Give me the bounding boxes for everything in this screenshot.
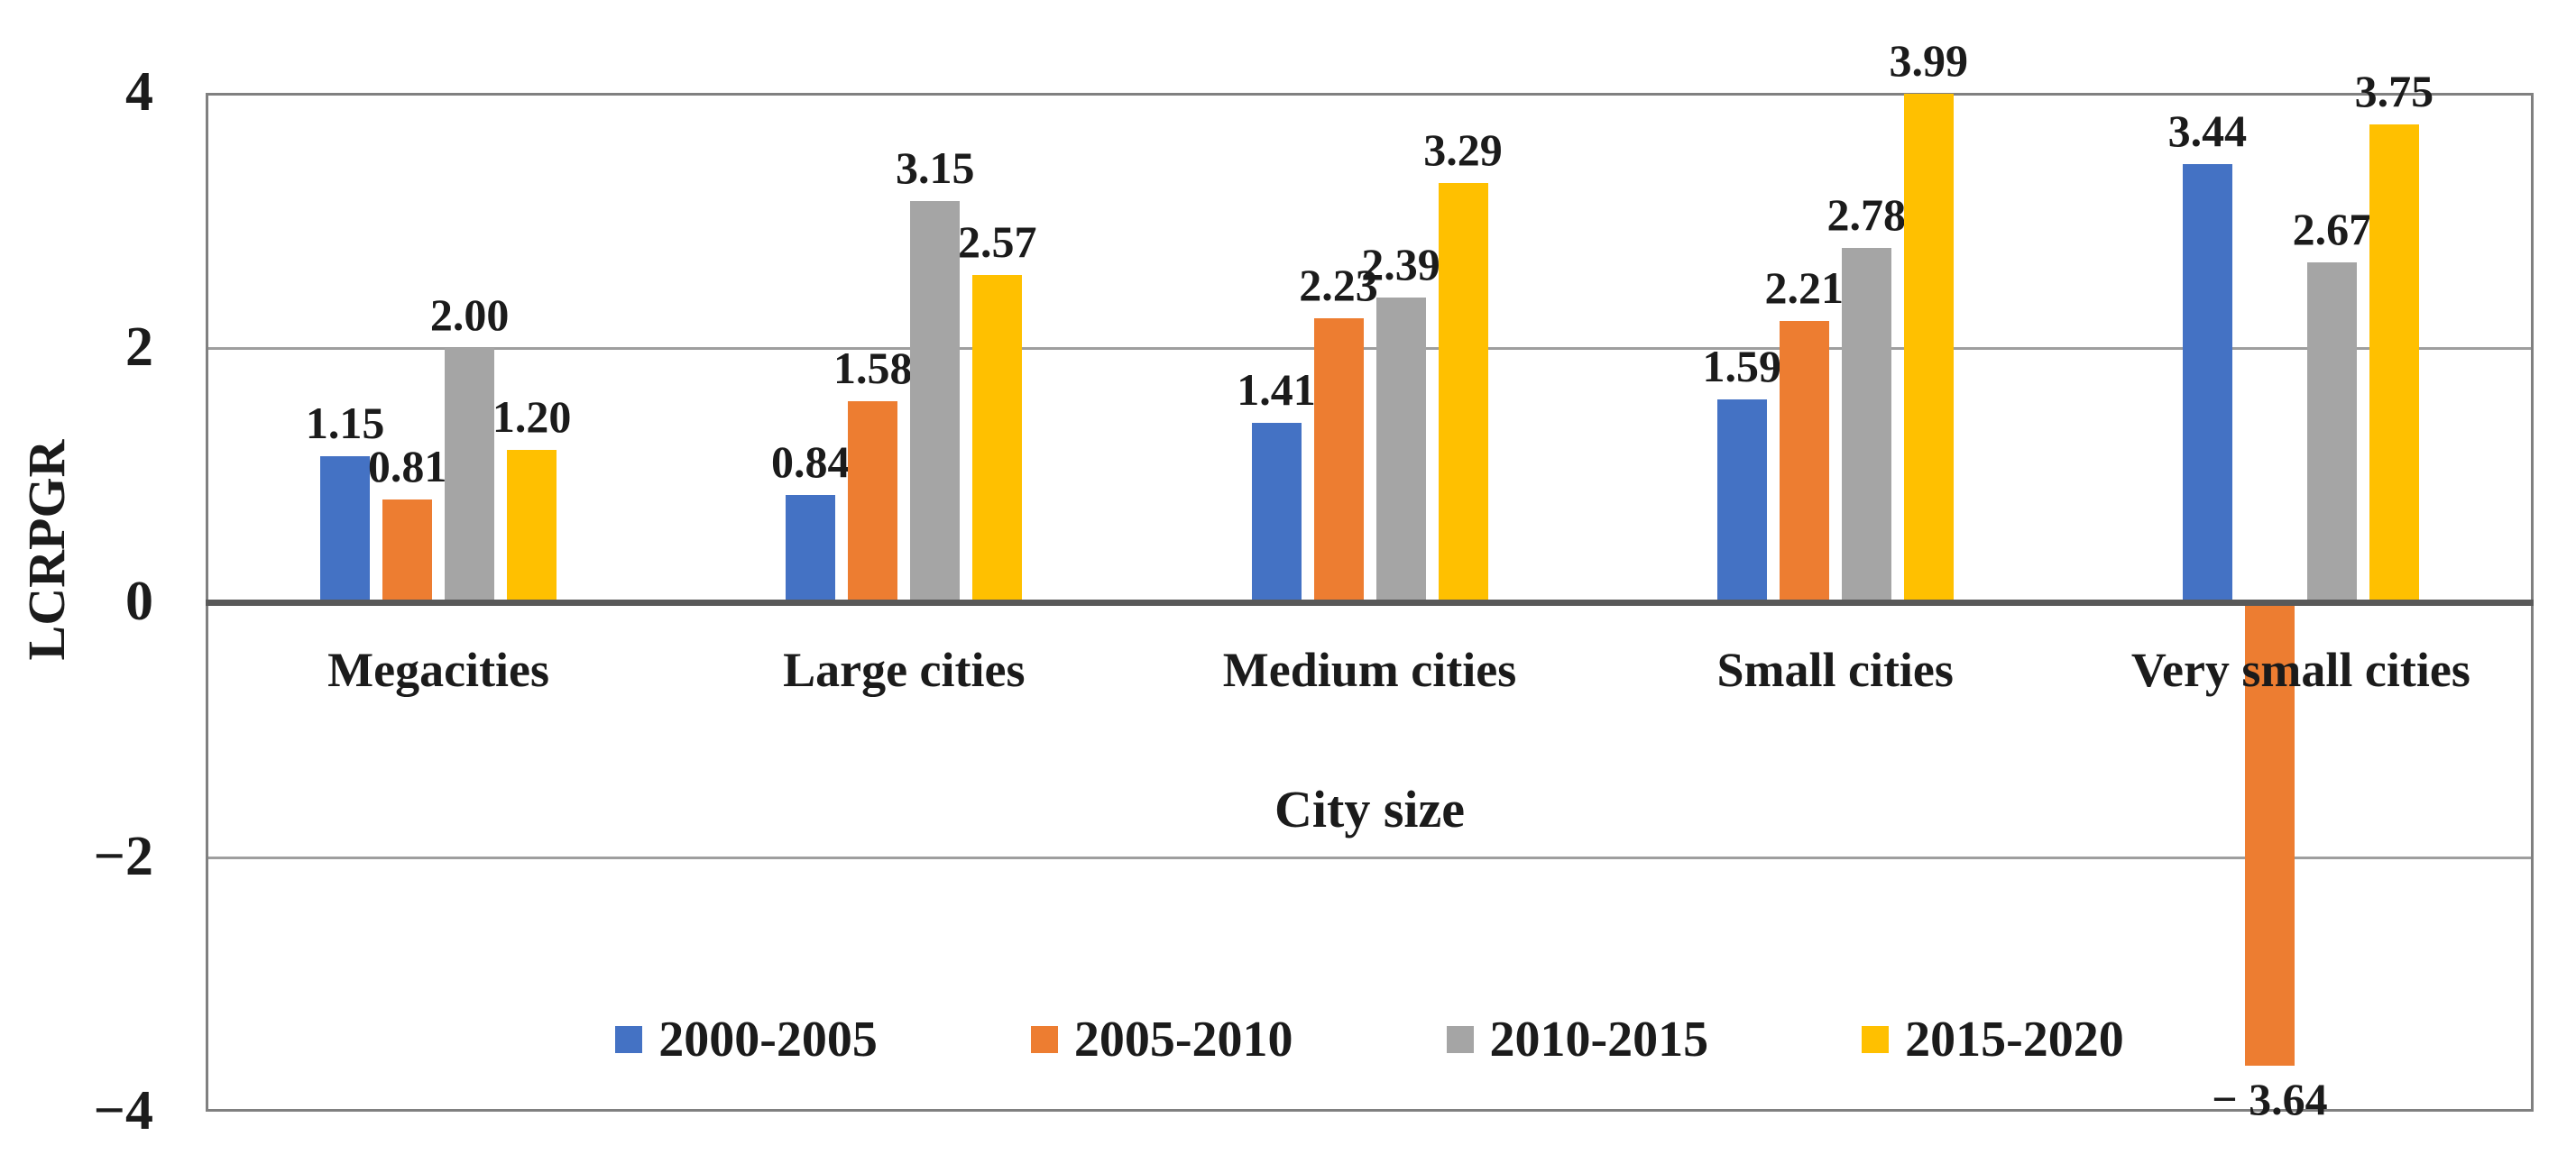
legend-swatch-2015-2020 (1862, 1026, 1890, 1053)
value-label-2000-2005-small-cities: 1.59 (1702, 341, 1781, 392)
bar-2000-2005-megacities (320, 455, 371, 602)
bar-2010-2015-small-cities (1841, 248, 1891, 602)
legend-item-2010-2015: 2010-2015 (1446, 1012, 1709, 1068)
value-label-2010-2015-large-cities: 3.15 (896, 142, 975, 194)
bar-2010-2015-medium-cities (1375, 298, 1426, 602)
bar-2015-2020-large-cities (972, 274, 1023, 602)
bar-2015-2020-small-cities (1903, 94, 1954, 602)
value-label-2010-2015-megacities: 2.00 (429, 289, 510, 340)
bar-2005-2010-very-small-cities (2244, 602, 2295, 1067)
y-tick-label-4: −4 (93, 1079, 153, 1141)
legend-label-2005-2010: 2005-2010 (1073, 1012, 1293, 1068)
value-label-2015-2020-megacities: 1.20 (492, 390, 572, 442)
zero-axis-line (206, 600, 2534, 606)
bar-2000-2005-medium-cities (1251, 422, 1302, 602)
value-label-2015-2020-medium-cities: 3.29 (1423, 124, 1503, 176)
bar-2005-2010-megacities (382, 499, 433, 602)
legend-label-2000-2005: 2000-2005 (658, 1012, 878, 1068)
category-label-very-small-cities: Very small cities (2130, 643, 2470, 697)
category-label-small-cities: Small cities (1716, 643, 1954, 697)
legend-label-2010-2015: 2010-2015 (1489, 1012, 1709, 1068)
legend-swatch-2000-2005 (615, 1026, 643, 1053)
y-tick-label-2: −2 (93, 825, 153, 887)
bar-2015-2020-very-small-cities (2369, 124, 2419, 602)
value-label-2015-2020-large-cities: 2.57 (958, 215, 1037, 267)
value-label-2000-2005-megacities: 1.15 (305, 397, 385, 448)
legend-label-2015-2020: 2015-2020 (1905, 1012, 2124, 1068)
bar-2000-2005-large-cities (786, 495, 836, 602)
gridline-y-2 (208, 856, 2531, 859)
value-label-2010-2015-medium-cities: 2.39 (1361, 239, 1440, 290)
value-label-2005-2010-very-small-cities: − 3.64 (2212, 1074, 2328, 1125)
category-label-medium-cities: Medium cities (1222, 643, 1517, 697)
bar-2010-2015-very-small-cities (2306, 261, 2357, 602)
value-label-2000-2005-medium-cities: 1.41 (1237, 363, 1316, 415)
legend-swatch-2005-2010 (1030, 1026, 1058, 1053)
bar-2015-2020-megacities (507, 449, 557, 602)
legend: 2000-2005 2005-2010 2010-2015 2015-2020 (206, 1008, 2534, 1071)
value-label-2000-2005-large-cities: 0.84 (771, 436, 851, 488)
bar-2005-2010-small-cities (1779, 320, 1829, 602)
bar-2000-2005-small-cities (1716, 399, 1767, 602)
category-label-large-cities: Large cities (783, 643, 1026, 697)
y-tick-label-4: 4 (125, 60, 153, 123)
bar-2015-2020-medium-cities (1438, 183, 1488, 602)
value-label-2005-2010-medium-cities: 2.23 (1299, 260, 1378, 310)
legend-item-2005-2010: 2005-2010 (1030, 1012, 1293, 1068)
value-label-2000-2005-very-small-cities: 3.44 (2167, 105, 2248, 157)
x-axis-title: City size (1274, 780, 1465, 839)
bar-2005-2010-large-cities (848, 400, 898, 602)
legend-swatch-2010-2015 (1446, 1026, 1474, 1053)
bar-2000-2005-very-small-cities (2182, 164, 2232, 602)
value-label-2010-2015-very-small-cities: 2.67 (2292, 203, 2372, 254)
value-label-2005-2010-small-cities: 2.21 (1764, 261, 1844, 313)
legend-item-2015-2020: 2015-2020 (1862, 1014, 2124, 1065)
gridline-y-2 (208, 346, 2531, 350)
value-label-2015-2020-small-cities: 3.99 (1889, 35, 1968, 87)
bar-2010-2015-megacities (445, 347, 495, 602)
bar-2010-2015-large-cities (910, 201, 961, 602)
value-label-2005-2010-large-cities: 1.58 (833, 342, 913, 393)
value-label-2010-2015-small-cities: 2.78 (1826, 189, 1906, 241)
value-label-2005-2010-megacities: 0.81 (367, 440, 447, 491)
legend-item-2000-2005: 2000-2005 (615, 1014, 878, 1065)
bar-2005-2010-medium-cities (1313, 318, 1364, 602)
category-label-megacities: Megacities (327, 643, 550, 697)
y-tick-label-2: 2 (125, 316, 153, 378)
value-label-2015-2020-very-small-cities: 3.75 (2354, 66, 2434, 117)
y-tick-label-0: 0 (125, 570, 153, 632)
